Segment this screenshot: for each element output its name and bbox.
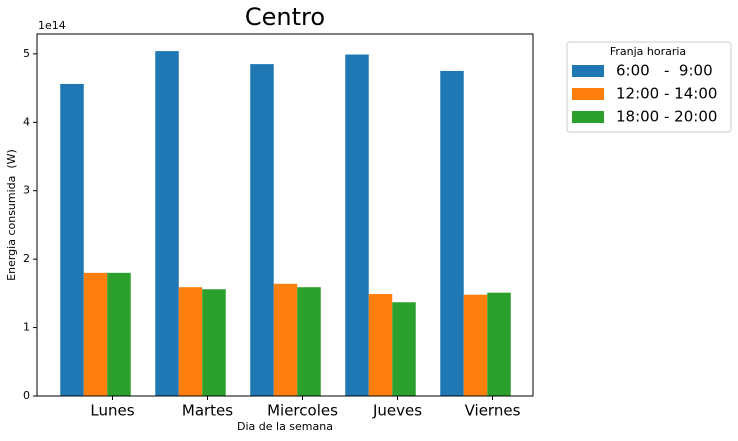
legend-label: 6:00 - 9:00: [616, 62, 713, 80]
bar: [440, 70, 464, 396]
y-tick-label: 2: [23, 252, 30, 265]
bar: [392, 302, 416, 396]
y-tick-label: 4: [23, 115, 30, 128]
bar: [345, 54, 369, 397]
bar: [83, 272, 108, 396]
bar: [463, 294, 488, 396]
x-axis-label: Dia de la semana: [237, 420, 333, 433]
chart-title: Centro: [245, 3, 325, 31]
x-tick-label: Viernes: [465, 402, 521, 420]
x-tick-label: Martes: [182, 402, 233, 420]
y-tick-label: 5: [23, 47, 30, 60]
bar: [202, 289, 226, 396]
bar: [368, 294, 393, 396]
bar: [297, 287, 321, 396]
x-tick-label: Miercoles: [267, 402, 338, 420]
y-axis-label: Energia consumida (W): [5, 149, 18, 281]
bar: [273, 283, 298, 396]
bar: [155, 51, 179, 396]
legend-swatch: [572, 65, 604, 77]
y-tick-label: 1: [23, 321, 30, 334]
legend-label: 18:00 - 20:00: [616, 108, 717, 126]
bar: [178, 287, 203, 396]
y-offset-label: 1e14: [38, 19, 66, 32]
bar: [250, 64, 274, 396]
y-tick-label: 3: [23, 184, 30, 197]
legend-swatch: [572, 111, 604, 123]
bar: [60, 83, 84, 397]
x-tick-label: Jueves: [372, 402, 422, 420]
legend-box: [566, 41, 732, 133]
legend-label: 12:00 - 14:00: [616, 85, 717, 103]
x-tick-label: Lunes: [90, 402, 134, 420]
bar: [487, 292, 511, 396]
plot-frame: [36, 33, 534, 397]
legend-title: Franja horaria: [610, 45, 686, 58]
bar: [107, 272, 131, 396]
legend-swatch: [572, 88, 604, 100]
y-tick-label: 0: [23, 389, 30, 402]
